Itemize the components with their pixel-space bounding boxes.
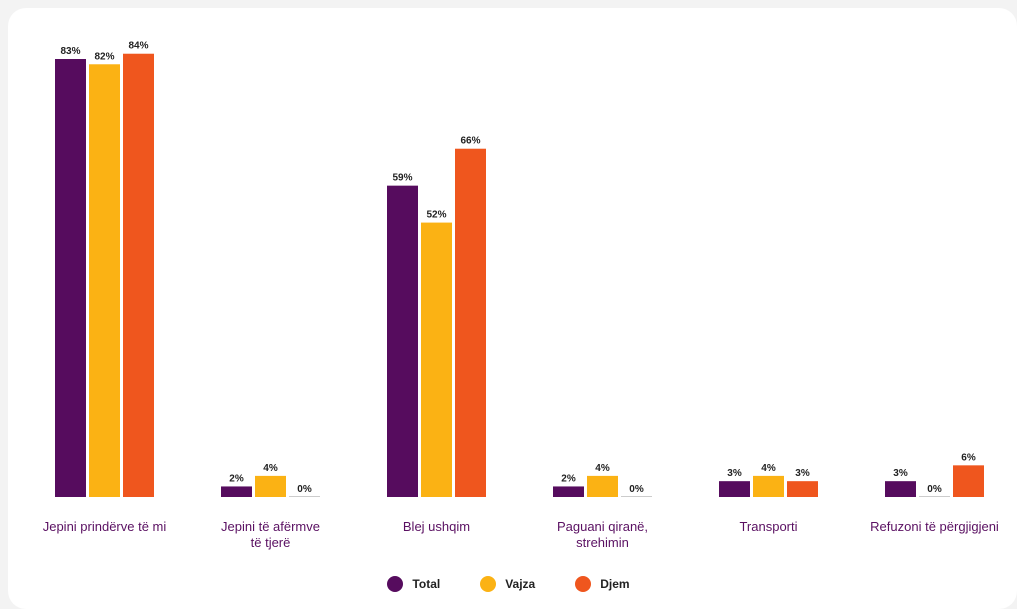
category-label-4: Transporti [739, 519, 797, 534]
legend-item-total: Total [387, 572, 440, 596]
bar-total-0 [55, 59, 86, 497]
category-label-2: Blej ushqim [403, 519, 470, 534]
bar-djem-0 [123, 53, 154, 497]
legend-swatch-total [387, 576, 404, 592]
value-label-vajza-2: 52% [426, 210, 446, 221]
bar-total-5 [885, 481, 916, 497]
value-label-total-3: 2% [561, 473, 576, 484]
category-label-5: Refuzoni të përgjigjeni [870, 519, 999, 534]
value-label-djem-5: 6% [961, 452, 976, 463]
value-label-vajza-0: 82% [94, 51, 114, 62]
value-label-djem-2: 66% [460, 136, 480, 147]
bar-total-2 [387, 185, 418, 497]
legend-swatch-djem [575, 576, 592, 592]
legend-item-vajza: Vajza [480, 572, 535, 596]
value-label-total-2: 59% [392, 173, 412, 184]
legend-label-vajza: Vajza [505, 577, 536, 591]
legend-item-djem: Djem [575, 572, 630, 596]
chart-legend: Total Vajza Djem [0, 572, 1017, 596]
bar-total-1 [221, 486, 252, 497]
bar-total-3 [553, 486, 584, 497]
legend-label-djem: Djem [600, 577, 630, 591]
value-label-total-1: 2% [229, 473, 244, 484]
bar-vajza-4 [753, 475, 784, 497]
value-label-djem-3: 0% [629, 484, 644, 495]
bar-vajza-0 [89, 64, 120, 498]
category-label-3: Paguani qiranë, strehimin [557, 519, 648, 550]
value-label-vajza-1: 4% [263, 463, 278, 474]
value-label-vajza-3: 4% [595, 463, 610, 474]
value-label-vajza-4: 4% [761, 463, 776, 474]
chart-card [8, 8, 1017, 609]
bar-vajza-2 [421, 222, 452, 497]
value-label-djem-0: 84% [128, 41, 148, 52]
value-label-total-0: 83% [60, 46, 80, 57]
category-label-1: Jepini të afërmve të tjerë [221, 519, 320, 550]
category-label-0: Jepini prindërve të mi [43, 519, 167, 534]
value-label-vajza-5: 0% [927, 484, 942, 495]
value-label-djem-1: 0% [297, 484, 312, 495]
bar-vajza-3 [587, 475, 618, 497]
bar-vajza-1 [255, 475, 286, 497]
value-label-total-5: 3% [893, 468, 908, 479]
value-label-total-4: 3% [727, 468, 742, 479]
bar-djem-5 [953, 465, 984, 497]
bar-djem-4 [787, 481, 818, 497]
legend-swatch-vajza [480, 576, 497, 592]
bar-djem-2 [455, 148, 486, 497]
bar-total-4 [719, 481, 750, 497]
value-label-djem-4: 3% [795, 468, 810, 479]
legend-label-total: Total [412, 577, 441, 591]
